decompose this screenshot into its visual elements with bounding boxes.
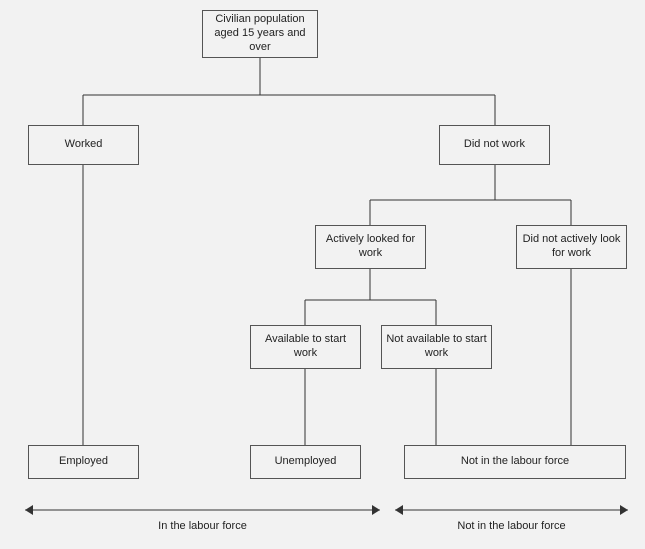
node-label: Employed: [59, 455, 108, 469]
node-employed: Employed: [28, 445, 139, 479]
node-available: Available to start work: [250, 325, 361, 369]
node-label: Worked: [65, 138, 103, 152]
node-label: Unemployed: [275, 455, 337, 469]
node-actively-looked: Actively looked for work: [315, 225, 426, 269]
diagram-canvas: Civilian population aged 15 years and ov…: [0, 0, 645, 549]
node-label: Not in the labour force: [461, 455, 569, 469]
node-unemployed: Unemployed: [250, 445, 361, 479]
axis-label-not-in-labour-force: Not in the labour force: [395, 520, 628, 532]
node-label: Not available to start work: [386, 333, 487, 361]
node-label: Available to start work: [255, 333, 356, 361]
node-label: Did not actively look for work: [521, 233, 622, 261]
node-label: Actively looked for work: [320, 233, 421, 261]
axis-label-in-labour-force: In the labour force: [25, 520, 380, 532]
node-not-available: Not available to start work: [381, 325, 492, 369]
node-worked: Worked: [28, 125, 139, 165]
node-root: Civilian population aged 15 years and ov…: [202, 10, 318, 58]
node-did-not-work: Did not work: [439, 125, 550, 165]
node-not-in-labour-force: Not in the labour force: [404, 445, 626, 479]
node-not-actively-looked: Did not actively look for work: [516, 225, 627, 269]
node-label: Did not work: [464, 138, 525, 152]
node-label: Civilian population aged 15 years and ov…: [207, 13, 313, 54]
